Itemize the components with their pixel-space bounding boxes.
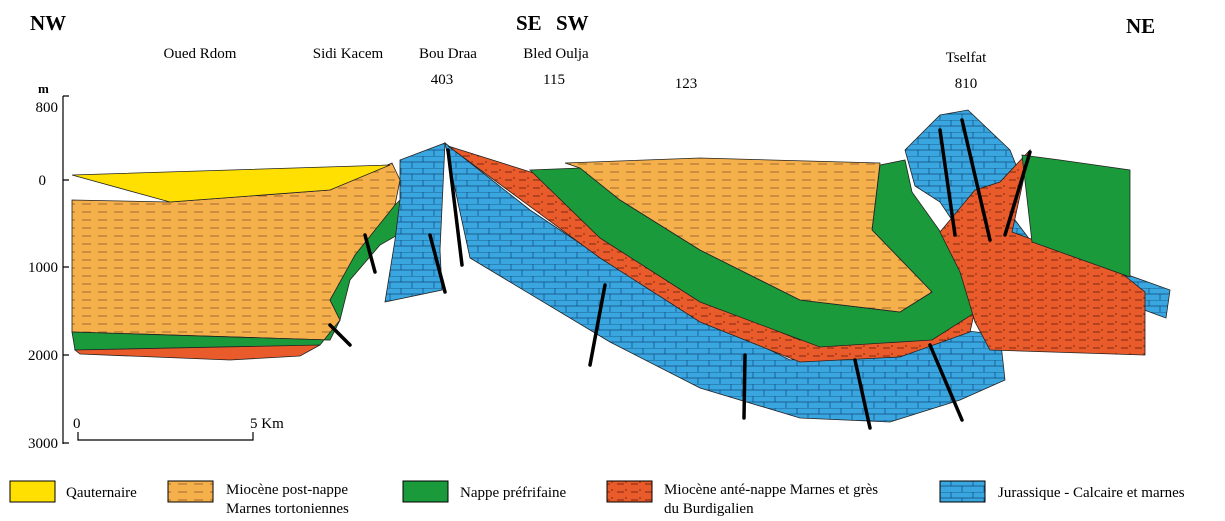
place: Oued Rdom — [164, 46, 237, 62]
direction: SE — [516, 11, 542, 35]
legend-swatch — [168, 481, 213, 502]
place: Bled Oulja — [523, 46, 589, 62]
legend-label: Miocène post-nappe — [226, 482, 348, 498]
legend-label: Marnes tortoniennes — [226, 501, 349, 517]
place: Tselfat — [946, 50, 987, 66]
legend-swatch — [940, 481, 985, 502]
axis-label: 3000 — [28, 436, 58, 452]
elevation: 403 — [431, 72, 454, 88]
geology — [72, 110, 1170, 428]
scale-label: 5 Km — [250, 416, 284, 432]
legend-label: Nappe préfrifaine — [460, 485, 567, 501]
place: Sidi Kacem — [313, 46, 384, 62]
legend-label: du Burdigalien — [664, 501, 754, 517]
legend: Qauternaire Miocène post-nappe Marnes to… — [10, 481, 1185, 517]
axis-label: 0 — [39, 173, 47, 189]
axis-unit: m — [38, 81, 49, 96]
elevation: 115 — [543, 72, 565, 88]
depth-axis: m 800 0 1000 2000 3000 — [28, 81, 69, 452]
legend-label: Miocène anté-nappe Marnes et grès — [664, 482, 878, 498]
axis-label: 2000 — [28, 348, 58, 364]
legend-swatch — [10, 481, 55, 502]
cross-section: NW SE SW NE Oued Rdom Sidi Kacem Bou Dra… — [0, 0, 1225, 521]
direction: NE — [1126, 14, 1155, 38]
legend-label: Qauternaire — [66, 485, 137, 501]
legend-swatch — [403, 481, 448, 502]
legend-swatch — [607, 481, 652, 502]
legend-label: Jurassique - Calcaire et marnes — [998, 485, 1185, 501]
elevation: 123 — [675, 76, 698, 92]
place: Bou Draa — [419, 46, 477, 62]
direction: NW — [30, 11, 66, 35]
direction: SW — [556, 11, 589, 35]
axis-label: 1000 — [28, 260, 58, 276]
scale-label: 0 — [73, 416, 81, 432]
scale-bar: 0 5 Km — [73, 416, 284, 440]
axis-label: 800 — [36, 100, 59, 116]
elevation: 810 — [955, 76, 978, 92]
